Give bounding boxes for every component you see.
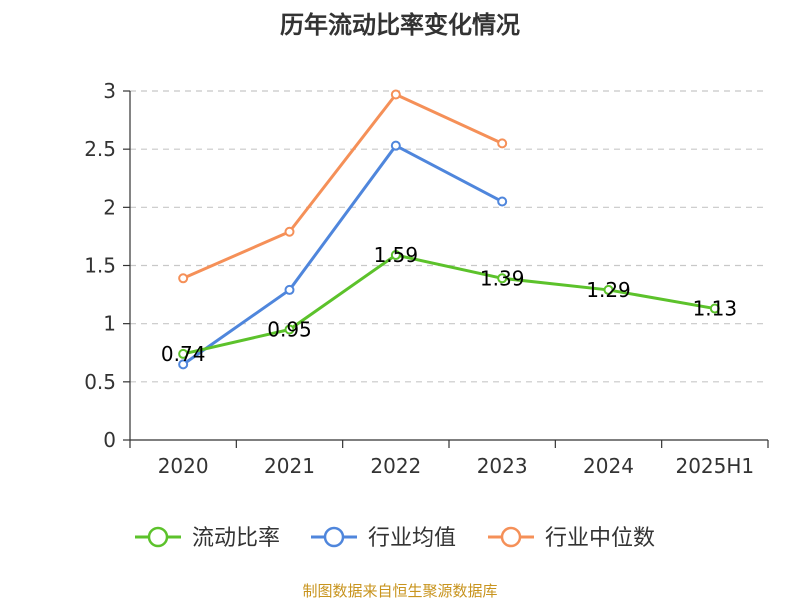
legend-item: 流动比率 (135, 526, 280, 551)
grid-lines (130, 90, 768, 383)
data-point (497, 196, 508, 207)
legend-swatch-marker (323, 526, 345, 548)
y-axis: 0 0.5 1 1.5 2 2.5 3 (84, 79, 131, 452)
data-point (284, 284, 295, 295)
data-point (178, 273, 189, 284)
data-point (390, 89, 401, 100)
legend-label: 行业中位数 (545, 526, 655, 551)
data-point (709, 303, 720, 314)
x-tick-label: 2021 (264, 454, 315, 478)
x-tick-label: 2023 (477, 454, 528, 478)
data-label: 1.29 (586, 278, 631, 302)
x-axis: 2020 2021 2022 2023 2024 2025H1 (129, 439, 769, 478)
series-layer (178, 89, 720, 370)
legend: 流动比率 行业均值 行业中位数 (135, 526, 655, 551)
legend-label: 行业均值 (368, 526, 456, 551)
series-line (181, 144, 504, 366)
legend-label: 流动比率 (192, 526, 280, 551)
y-tick-label: 3 (103, 79, 116, 103)
series-line (181, 253, 717, 356)
data-point (603, 284, 614, 295)
legend-swatch-marker (500, 526, 522, 548)
legend-item: 行业中位数 (488, 526, 655, 551)
x-tick-label: 2025H1 (675, 454, 754, 478)
data-point (390, 250, 401, 261)
series-line (181, 92, 504, 280)
data-point (284, 226, 295, 237)
y-tick-label: 1.5 (84, 254, 116, 278)
x-tick-label: 2024 (583, 454, 634, 478)
data-point (178, 348, 189, 359)
chart-title: 历年流动比率变化情况 (280, 11, 520, 39)
legend-swatch-marker (147, 526, 169, 548)
data-point (178, 359, 189, 370)
data-label: 1.39 (480, 266, 525, 290)
y-tick-label: 0.5 (84, 370, 116, 394)
data-point (284, 324, 295, 335)
x-tick-label: 2022 (370, 454, 421, 478)
data-labels: 0.74 0.95 1.59 1.39 1.29 1.13 (161, 243, 737, 366)
data-label: 1.13 (693, 297, 738, 321)
data-point (497, 273, 508, 284)
data-label: 1.59 (374, 243, 419, 267)
data-label: 0.95 (267, 317, 312, 341)
source-footer: 制图数据来自恒生聚源数据库 (302, 582, 497, 600)
data-point (497, 138, 508, 149)
y-tick-label: 0 (103, 428, 116, 452)
data-point (390, 140, 401, 151)
y-tick-label: 1 (103, 312, 116, 336)
y-tick-label: 2.5 (84, 137, 116, 161)
x-tick-label: 2020 (158, 454, 209, 478)
y-tick-label: 2 (103, 195, 116, 219)
legend-item: 行业均值 (311, 526, 456, 551)
data-label: 0.74 (161, 342, 206, 366)
